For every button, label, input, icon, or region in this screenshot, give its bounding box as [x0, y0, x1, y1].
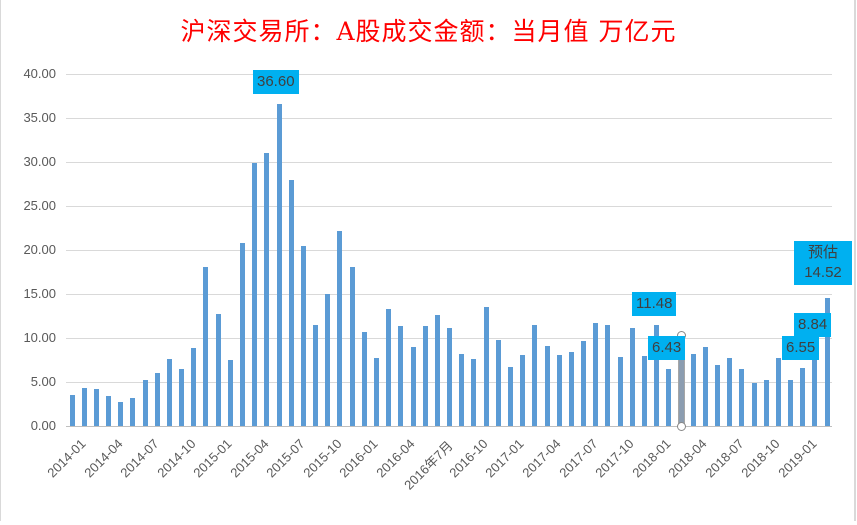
bar-2017-07[interactable]	[581, 341, 586, 426]
data-label-line: 预估	[807, 244, 838, 261]
bar-2017-04[interactable]	[545, 346, 550, 426]
data-label[interactable]: 36.60	[253, 70, 299, 94]
bar-2017-09[interactable]	[605, 325, 610, 426]
bar-2016-05[interactable]	[411, 347, 416, 426]
data-label[interactable]: 预估 14.52	[794, 241, 852, 285]
bar-2015-03[interactable]	[240, 243, 245, 426]
bar-2014-04[interactable]	[106, 396, 111, 426]
bar-2017-12[interactable]	[642, 356, 647, 426]
y-tick-label: 40.00	[23, 66, 56, 81]
bar-2018-07[interactable]	[727, 358, 732, 426]
bar-2017-05[interactable]	[557, 355, 562, 426]
bar-2018-08[interactable]	[739, 369, 744, 426]
gridline	[66, 118, 832, 119]
bar-2016-01[interactable]	[362, 332, 367, 426]
gridline	[66, 250, 832, 251]
gridline	[66, 294, 832, 295]
bar-2015-01[interactable]	[216, 314, 221, 426]
y-tick-label: 25.00	[23, 198, 56, 213]
bar-2017-01[interactable]	[508, 367, 513, 426]
bar-2014-10[interactable]	[179, 369, 184, 426]
bar-2016-09[interactable]	[459, 354, 464, 426]
bar-2018-01[interactable]	[654, 325, 659, 426]
gridline	[66, 206, 832, 207]
bar-2018-06[interactable]	[715, 365, 720, 426]
bar-2016-03[interactable]	[386, 309, 391, 426]
bar-2018-11[interactable]	[776, 358, 781, 426]
bar-2018-12[interactable]	[788, 380, 793, 426]
bar-2017-08[interactable]	[593, 323, 598, 426]
data-label[interactable]: 6.55	[782, 336, 820, 360]
bar-2014-07[interactable]	[143, 380, 148, 426]
bar-2015-09[interactable]	[313, 325, 318, 426]
bar-2015-12[interactable]	[350, 267, 355, 426]
bar-2016-06[interactable]	[423, 326, 428, 426]
y-tick-label: 10.00	[23, 330, 56, 345]
bar-2018-02[interactable]	[666, 369, 671, 426]
bar-2018-04[interactable]	[691, 354, 696, 426]
y-tick-label: 0.00	[30, 418, 56, 433]
bar-2018-09[interactable]	[752, 383, 757, 426]
gridline	[66, 162, 832, 163]
bar-2017-10[interactable]	[618, 357, 623, 426]
bar-2015-07[interactable]	[289, 180, 294, 426]
y-tick-label: 20.00	[23, 242, 56, 257]
bar-2016-11[interactable]	[484, 307, 489, 426]
bar-2016-10[interactable]	[471, 359, 476, 426]
gridline	[66, 74, 832, 75]
bar-2015-08[interactable]	[301, 246, 306, 426]
chart-title: 沪深交易所：A股成交金额：当月值 万亿元	[180, 17, 677, 46]
data-label[interactable]: 6.43	[648, 336, 686, 360]
bar-2015-06[interactable]	[277, 104, 282, 426]
bar-2015-10[interactable]	[325, 294, 330, 426]
y-tick-label: 30.00	[23, 154, 56, 169]
bar-2014-12[interactable]	[203, 267, 208, 426]
bar-2016-08[interactable]	[447, 328, 452, 426]
data-label[interactable]: 8.84	[794, 313, 832, 337]
bar-2019-01[interactable]	[800, 368, 805, 426]
bar-2016年7月[interactable]	[435, 315, 440, 426]
bar-2014-02[interactable]	[82, 388, 87, 426]
bar-2015-04[interactable]	[252, 163, 257, 426]
bar-2014-08[interactable]	[155, 373, 160, 426]
bar-2018-10[interactable]	[764, 380, 769, 426]
bar-2017-11[interactable]	[630, 328, 635, 426]
bar-2019-02[interactable]	[812, 348, 817, 426]
bar-2015-05[interactable]	[264, 153, 269, 426]
bar-2014-05[interactable]	[118, 402, 123, 426]
data-label-line: 14.52	[804, 264, 842, 281]
bar-2015-11[interactable]	[337, 231, 342, 426]
bar-2014-01[interactable]	[70, 395, 75, 426]
bar-2014-09[interactable]	[167, 359, 172, 426]
data-label[interactable]: 11.48	[632, 292, 677, 316]
x-axis-line	[66, 426, 832, 427]
bar-2018-05[interactable]	[703, 347, 708, 426]
bar-2016-12[interactable]	[496, 340, 501, 426]
bar-2017-03[interactable]	[532, 325, 537, 426]
y-tick-label: 35.00	[23, 110, 56, 125]
bar-2014-11[interactable]	[191, 348, 196, 426]
bar-2018-03[interactable]	[678, 334, 685, 427]
bar-2017-06[interactable]	[569, 352, 574, 426]
bar-2016-02[interactable]	[374, 358, 379, 426]
y-tick-label: 5.00	[30, 374, 56, 389]
bar-2014-06[interactable]	[130, 398, 135, 426]
bar-2014-03[interactable]	[94, 389, 99, 426]
bar-2015-02[interactable]	[228, 360, 233, 426]
bar-2016-04[interactable]	[398, 326, 403, 426]
bar-2017-02[interactable]	[520, 355, 525, 426]
y-tick-label: 15.00	[23, 286, 56, 301]
selection-handle[interactable]	[677, 422, 686, 431]
bar-2019-03[interactable]	[825, 298, 830, 426]
